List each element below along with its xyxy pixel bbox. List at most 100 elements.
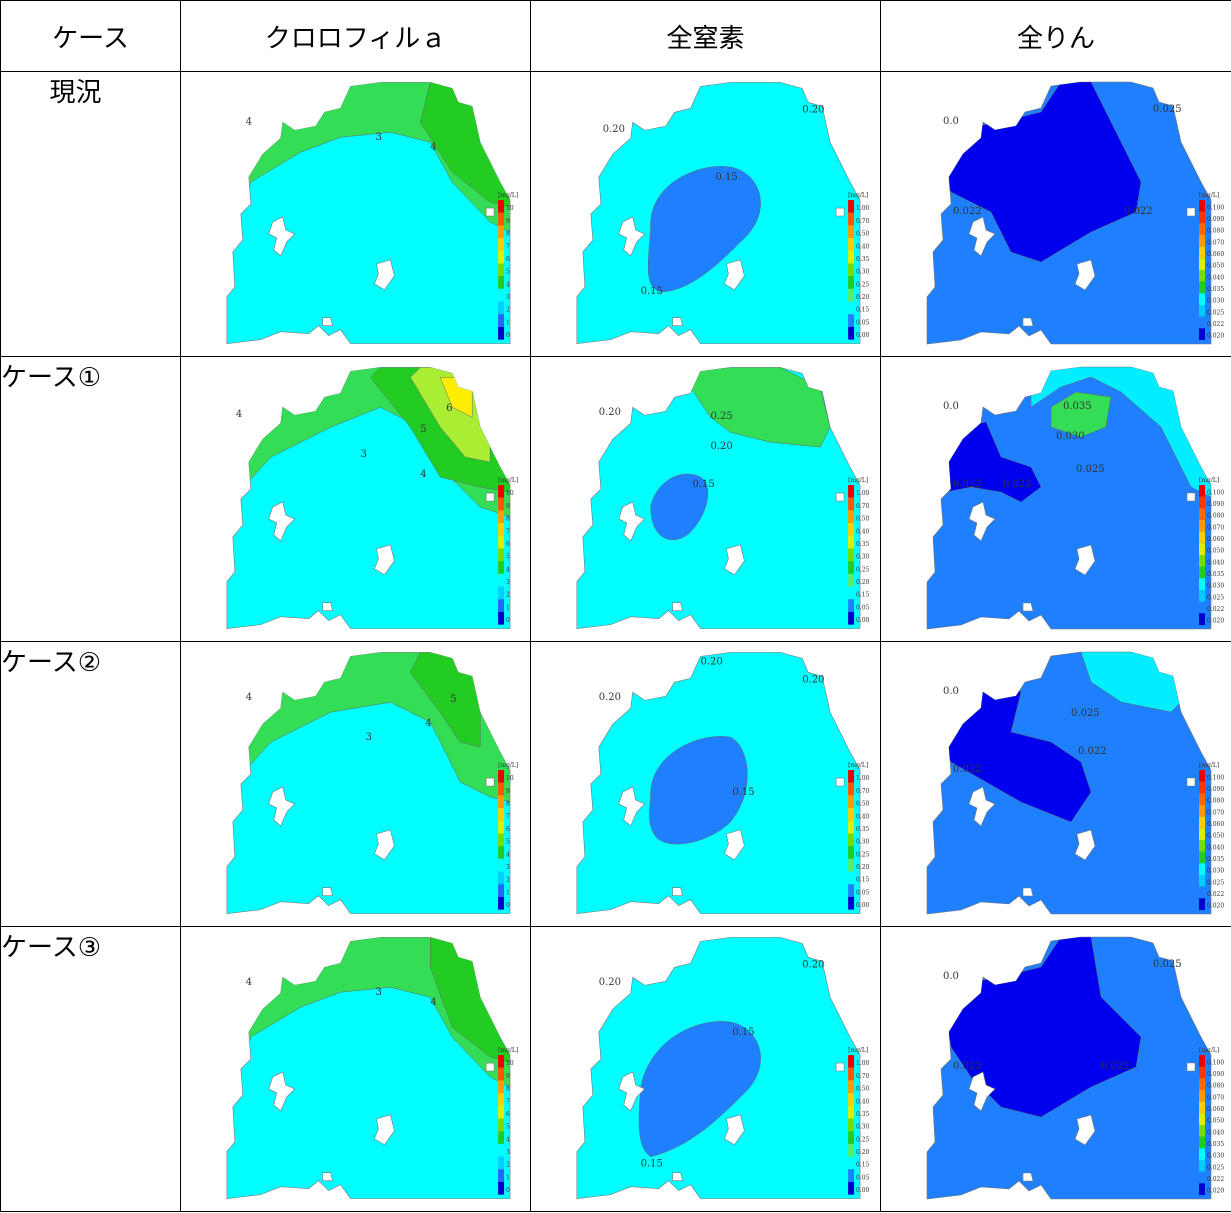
legend-swatch (848, 301, 855, 315)
tp-map: 0.0 0.035 0.030 0.025 0.022 0.022 [mg/L] 0.100 0… (926, 366, 1224, 630)
legend-value: 0.035 (1207, 856, 1224, 863)
legend-swatch (498, 871, 505, 885)
contour-label: 0.20 (603, 124, 625, 135)
legend-value: 0 (506, 1187, 510, 1194)
legend-value: 0.020 (1207, 1188, 1224, 1195)
tn-cell: 0.20 0.20 0.15 0.15 [mg/L] 1.00 0.70 0.50 0.40 0.… (530, 71, 881, 357)
legend-swatch (848, 1105, 855, 1119)
legend-swatch (1199, 1055, 1205, 1067)
legend-value: 6 (506, 541, 510, 548)
legend-value: 0.070 (1207, 1094, 1224, 1101)
tp-cell: 0.0 0.025 0.022 0.023 [mg/L] 0.100 0.090 0.080 0… (880, 926, 1231, 1212)
legend-value: 0.022 (1207, 606, 1224, 613)
island (1186, 492, 1196, 502)
legend-value: 0.15 (856, 592, 869, 599)
island (835, 777, 845, 787)
legend-value: 0.025 (1207, 309, 1224, 316)
island (618, 1071, 646, 1112)
legend-swatch (498, 276, 505, 289)
legend-swatch (848, 1143, 855, 1157)
island (835, 1062, 845, 1072)
legend-value: 10 (506, 490, 514, 497)
legend-value: 0.05 (856, 1174, 869, 1181)
contour-label: 0.025 (1153, 104, 1182, 115)
legend-value: 0.035 (1207, 286, 1224, 293)
legend-value: 0 (506, 332, 510, 339)
legend-swatch (848, 288, 855, 302)
legend-swatch (1199, 828, 1205, 840)
legend-value: 2 (506, 1162, 510, 1169)
tp-cell: 0.0 0.025 0.022 0.022 [mg/L] 0.100 0.090 0.080 0… (880, 71, 1231, 357)
legend-swatch (1199, 886, 1205, 899)
header-total-nitrogen: 全窒素 (530, 0, 881, 72)
legend-value: 0.035 (1207, 1141, 1224, 1148)
legend-swatch (1199, 816, 1205, 829)
legend-value: 5 (506, 839, 510, 846)
legend-value: 0.50 (856, 516, 869, 523)
island (672, 317, 683, 326)
legend-value: 0.060 (1207, 536, 1224, 543)
legend-value: 9 (506, 218, 510, 225)
legend-value: 7 (506, 1098, 510, 1105)
legend-value: 0.025 (1207, 879, 1224, 886)
island (835, 492, 845, 502)
legend-value: 0.022 (1207, 1176, 1224, 1183)
island (322, 1172, 333, 1181)
legend-value: 0.35 (856, 256, 869, 263)
legend-swatch (1199, 840, 1205, 852)
legend-swatch (848, 896, 855, 910)
legend-swatch (498, 1181, 505, 1195)
legend-value: 6 (506, 1111, 510, 1118)
contour-label: 0.15 (732, 787, 754, 798)
legend-swatch (498, 250, 505, 264)
case-row: ケース② 4 3 4 5 [mg/L] 10 9 8 7 6 5 4 3 2 1 0 0.20 0.20 0.20 0.… (0, 641, 1231, 927)
legend-swatch (848, 795, 855, 809)
legend-value: 0.080 (1207, 1083, 1224, 1090)
island (1022, 317, 1034, 327)
legend-swatch (848, 1055, 855, 1068)
legend-swatch (1199, 1090, 1205, 1102)
contour-label: 4 (420, 469, 426, 480)
tn-map: 0.20 0.20 0.20 0.15 [mg/L] 1.00 0.70 0.50 0.40 0.… (576, 652, 870, 914)
contour-label: 0.20 (599, 407, 621, 418)
chl-cell: 4 3 4 5 6 [mg/L] 10 9 8 7 6 5 4 3 2 1 0 (180, 356, 531, 642)
legend-value: 0.035 (1207, 571, 1224, 578)
legend-swatch (848, 523, 855, 536)
chl-cell: 4 3 4 5 [mg/L] 10 9 8 7 6 5 4 3 2 1 0 (180, 641, 531, 927)
island (1022, 887, 1034, 897)
legend-swatch (848, 573, 855, 587)
legend-swatch (1199, 543, 1205, 555)
legend-value: 0.00 (856, 332, 869, 339)
legend-value: 4 (506, 281, 510, 288)
legend-value: 0.030 (1207, 868, 1224, 875)
chl-cell: 4 3 4 [mg/L] 10 9 8 7 6 5 4 3 2 1 0 (180, 71, 531, 357)
legend-value: 1 (506, 319, 510, 326)
legend-value: 0.060 (1207, 251, 1224, 258)
legend-value: 0.30 (856, 839, 869, 846)
legend-swatch (848, 238, 855, 251)
legend-swatch (498, 1080, 505, 1094)
legend-value: 10 (506, 1060, 514, 1067)
island (968, 1071, 996, 1112)
legend-value: 8 (506, 516, 510, 523)
island (724, 544, 745, 576)
legend-value: 0.070 (1207, 239, 1224, 246)
legend-value: 0.20 (856, 864, 869, 871)
legend-value: 0.30 (856, 1124, 869, 1131)
legend-value: 0.050 (1207, 833, 1224, 840)
legend-value: 0.25 (856, 281, 869, 288)
legend-swatch (848, 858, 855, 872)
legend-value: 0.030 (1207, 1153, 1224, 1160)
contour-label: 0.025 (1071, 708, 1100, 719)
legend-swatch (1199, 246, 1205, 259)
legend-value: 0.025 (1207, 1164, 1224, 1171)
contour-label: 0.25 (710, 411, 732, 422)
legend-value: 4 (506, 566, 510, 573)
legend-swatch (498, 884, 505, 897)
legend-value: 9 (506, 503, 510, 510)
island (672, 1172, 683, 1181)
legend-swatch (848, 276, 855, 289)
